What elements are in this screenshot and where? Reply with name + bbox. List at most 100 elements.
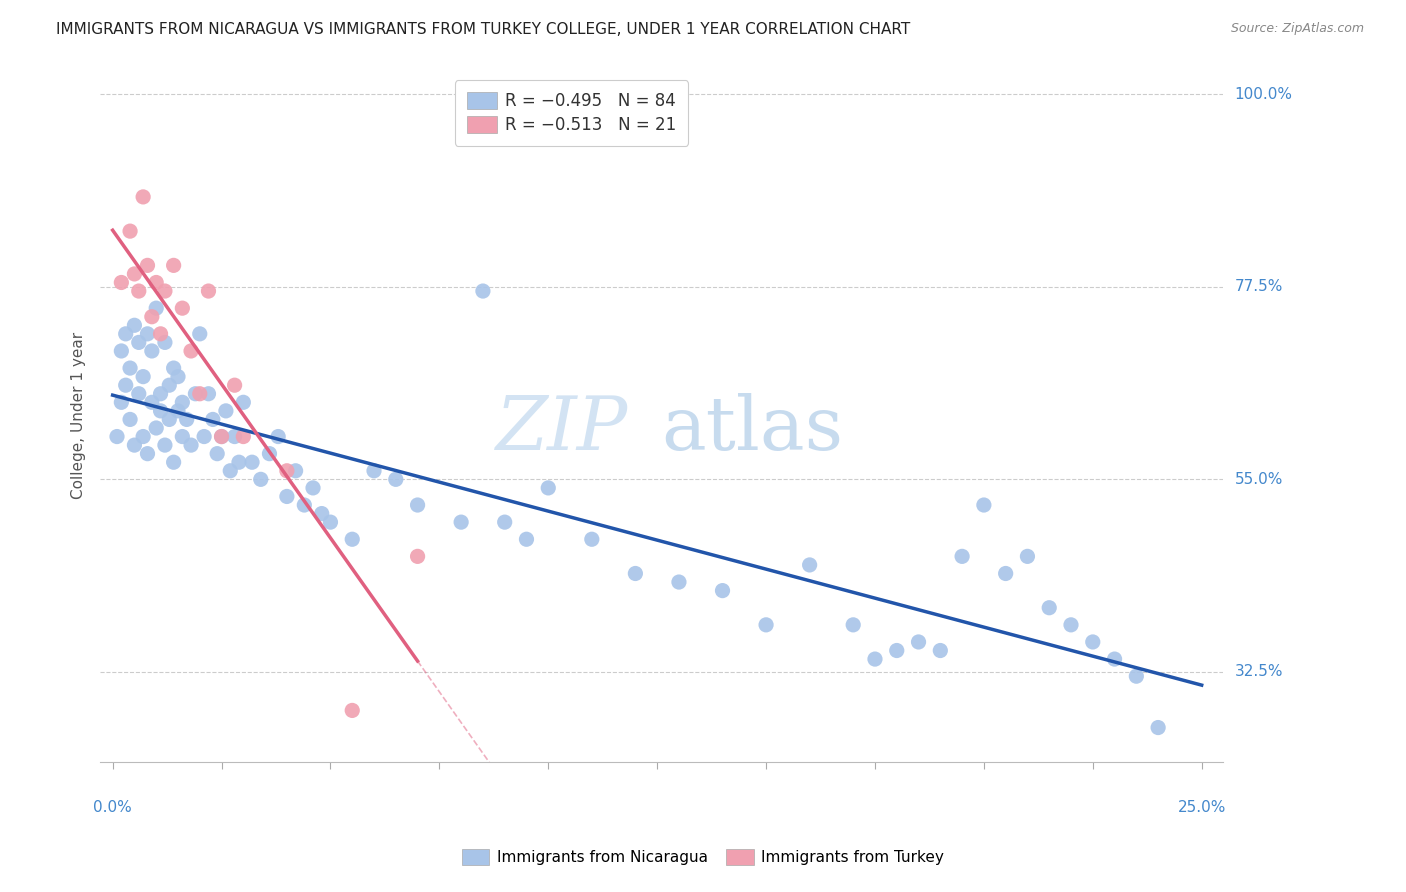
Point: [136, 447, 159, 461]
Point: [128, 335, 150, 350]
Point: [162, 455, 184, 469]
Point: [172, 395, 194, 409]
Point: [406, 549, 429, 564]
Point: [1060, 617, 1083, 632]
Point: [537, 481, 560, 495]
Point: [153, 335, 176, 350]
Point: [292, 498, 315, 512]
Point: [132, 369, 155, 384]
Point: [141, 310, 163, 324]
Point: [110, 276, 132, 290]
Point: [302, 481, 325, 495]
Point: [259, 447, 281, 461]
Point: [711, 583, 734, 598]
Point: [120, 412, 142, 426]
Point: [232, 395, 254, 409]
Text: 77.5%: 77.5%: [1234, 279, 1282, 294]
Point: [471, 284, 494, 298]
Point: [120, 224, 142, 238]
Text: 0.0%: 0.0%: [93, 800, 132, 815]
Point: [211, 429, 233, 443]
Point: [907, 635, 929, 649]
Point: [950, 549, 973, 564]
Point: [145, 421, 167, 435]
Point: [149, 326, 172, 341]
Point: [141, 395, 163, 409]
Point: [1081, 635, 1104, 649]
Point: [215, 404, 238, 418]
Y-axis label: College, Under 1 year: College, Under 1 year: [72, 332, 86, 499]
Point: [267, 429, 290, 443]
Point: [219, 464, 242, 478]
Point: [311, 507, 333, 521]
Point: [515, 533, 537, 547]
Point: [157, 378, 180, 392]
Point: [128, 284, 150, 298]
Point: [136, 326, 159, 341]
Point: [668, 575, 690, 590]
Point: [228, 455, 250, 469]
Text: 25.0%: 25.0%: [1177, 800, 1226, 815]
Point: [319, 515, 342, 529]
Point: [205, 447, 228, 461]
Point: [755, 617, 778, 632]
Point: [114, 378, 136, 392]
Point: [197, 284, 219, 298]
Point: [406, 498, 429, 512]
Point: [180, 343, 202, 358]
Legend: Immigrants from Nicaragua, Immigrants from Turkey: Immigrants from Nicaragua, Immigrants fr…: [456, 843, 950, 871]
Point: [128, 386, 150, 401]
Point: [149, 386, 172, 401]
Point: [276, 464, 298, 478]
Point: [929, 643, 952, 657]
Point: [581, 533, 603, 547]
Point: [162, 361, 184, 376]
Text: IMMIGRANTS FROM NICARAGUA VS IMMIGRANTS FROM TURKEY COLLEGE, UNDER 1 YEAR CORREL: IMMIGRANTS FROM NICARAGUA VS IMMIGRANTS …: [56, 22, 911, 37]
Point: [201, 412, 224, 426]
Point: [232, 429, 254, 443]
Point: [249, 472, 271, 486]
Point: [124, 318, 146, 333]
Point: [105, 429, 128, 443]
Point: [342, 533, 364, 547]
Point: [136, 259, 159, 273]
Point: [886, 643, 908, 657]
Point: [153, 438, 176, 452]
Point: [197, 386, 219, 401]
Point: [145, 276, 167, 290]
Point: [184, 386, 207, 401]
Point: [110, 395, 132, 409]
Point: [176, 412, 198, 426]
Point: [145, 301, 167, 315]
Point: [973, 498, 995, 512]
Point: [153, 284, 176, 298]
Legend: R = −0.495   N = 84, R = −0.513   N = 21: R = −0.495 N = 84, R = −0.513 N = 21: [456, 80, 688, 145]
Point: [363, 464, 385, 478]
Point: [124, 438, 146, 452]
Point: [1104, 652, 1126, 666]
Point: [624, 566, 647, 581]
Point: [167, 404, 190, 418]
Point: [172, 301, 194, 315]
Point: [157, 412, 180, 426]
Point: [284, 464, 307, 478]
Point: [193, 429, 215, 443]
Point: [863, 652, 886, 666]
Text: 100.0%: 100.0%: [1234, 87, 1292, 102]
Point: [1147, 721, 1170, 735]
Point: [172, 429, 194, 443]
Point: [994, 566, 1017, 581]
Text: Source: ZipAtlas.com: Source: ZipAtlas.com: [1230, 22, 1364, 36]
Point: [120, 361, 142, 376]
Point: [188, 386, 211, 401]
Point: [240, 455, 263, 469]
Point: [842, 617, 865, 632]
Text: 32.5%: 32.5%: [1234, 665, 1284, 680]
Point: [799, 558, 821, 572]
Point: [132, 190, 155, 204]
Point: [1038, 600, 1060, 615]
Point: [1125, 669, 1147, 683]
Point: [124, 267, 146, 281]
Point: [450, 515, 472, 529]
Point: [1017, 549, 1039, 564]
